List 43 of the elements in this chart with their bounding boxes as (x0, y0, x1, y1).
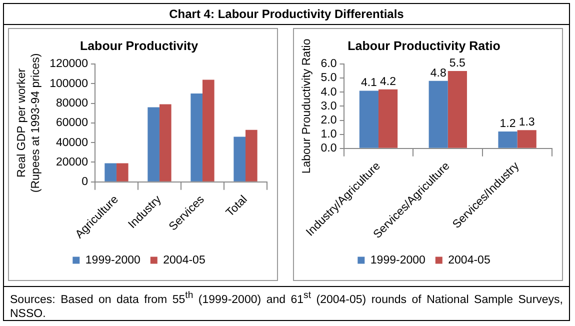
text: Sources: Based on data from 55$^{th}$ (1999-2000) and 61$^{st}$ (2004-05) rounds of National Sample Surveys, NSSO. (10, 290, 563, 320)
bar (428, 80, 448, 148)
chart-title: Labour Productivity (80, 38, 198, 53)
bar (378, 89, 398, 148)
y-tick-label: 40000 (56, 136, 88, 149)
legend-label: 1999-2000 (370, 254, 426, 266)
y-tick-label: 20000 (56, 156, 88, 168)
y-tick-label: 0.0 (320, 142, 337, 155)
bar (190, 93, 202, 182)
y-tick-label: 100000 (50, 78, 88, 90)
data-label: 5.5 (449, 57, 466, 70)
data-label: 1.3 (518, 116, 535, 129)
y-tick-label: 1.0 (320, 128, 337, 141)
y-tick-label: 120000 (50, 58, 88, 70)
bar (148, 107, 160, 182)
y-tick-label: 80000 (56, 97, 88, 110)
bar (116, 163, 128, 182)
legend-label: 1999-2000 (85, 254, 140, 266)
data-label: 1.2 (500, 118, 516, 130)
y-tick-label: 2.0 (320, 114, 337, 126)
bar (517, 130, 536, 148)
bar (448, 71, 467, 148)
bar (202, 80, 214, 182)
text: Chart 4: Labour Productivity Differentials (4, 4, 569, 25)
y-tick-label: 60000 (56, 117, 88, 130)
bar (159, 104, 172, 182)
y-axis-title: Real GDP per worker (Rupees at 1993-94 prices) (16, 53, 42, 193)
chart-title: Labour Productivity Ratio (348, 38, 501, 53)
bar (498, 132, 518, 148)
legend-label: 2004-05 (163, 254, 206, 266)
y-tick-label: 5.0 (320, 72, 337, 84)
data-label: 4.1 (360, 77, 377, 90)
bar (234, 136, 246, 182)
y-tick-label: 6.0 (320, 58, 337, 70)
data-label: 4.8 (430, 67, 446, 80)
bar (359, 90, 378, 148)
legend-label: 2004-05 (448, 254, 490, 266)
data-label: 4.2 (380, 76, 396, 88)
y-tick-label: 3.0 (320, 100, 337, 112)
bar (245, 130, 258, 182)
y-tick-label: 4.0 (320, 86, 337, 98)
bar (104, 163, 116, 182)
y-tick-label: 0 (82, 176, 88, 188)
